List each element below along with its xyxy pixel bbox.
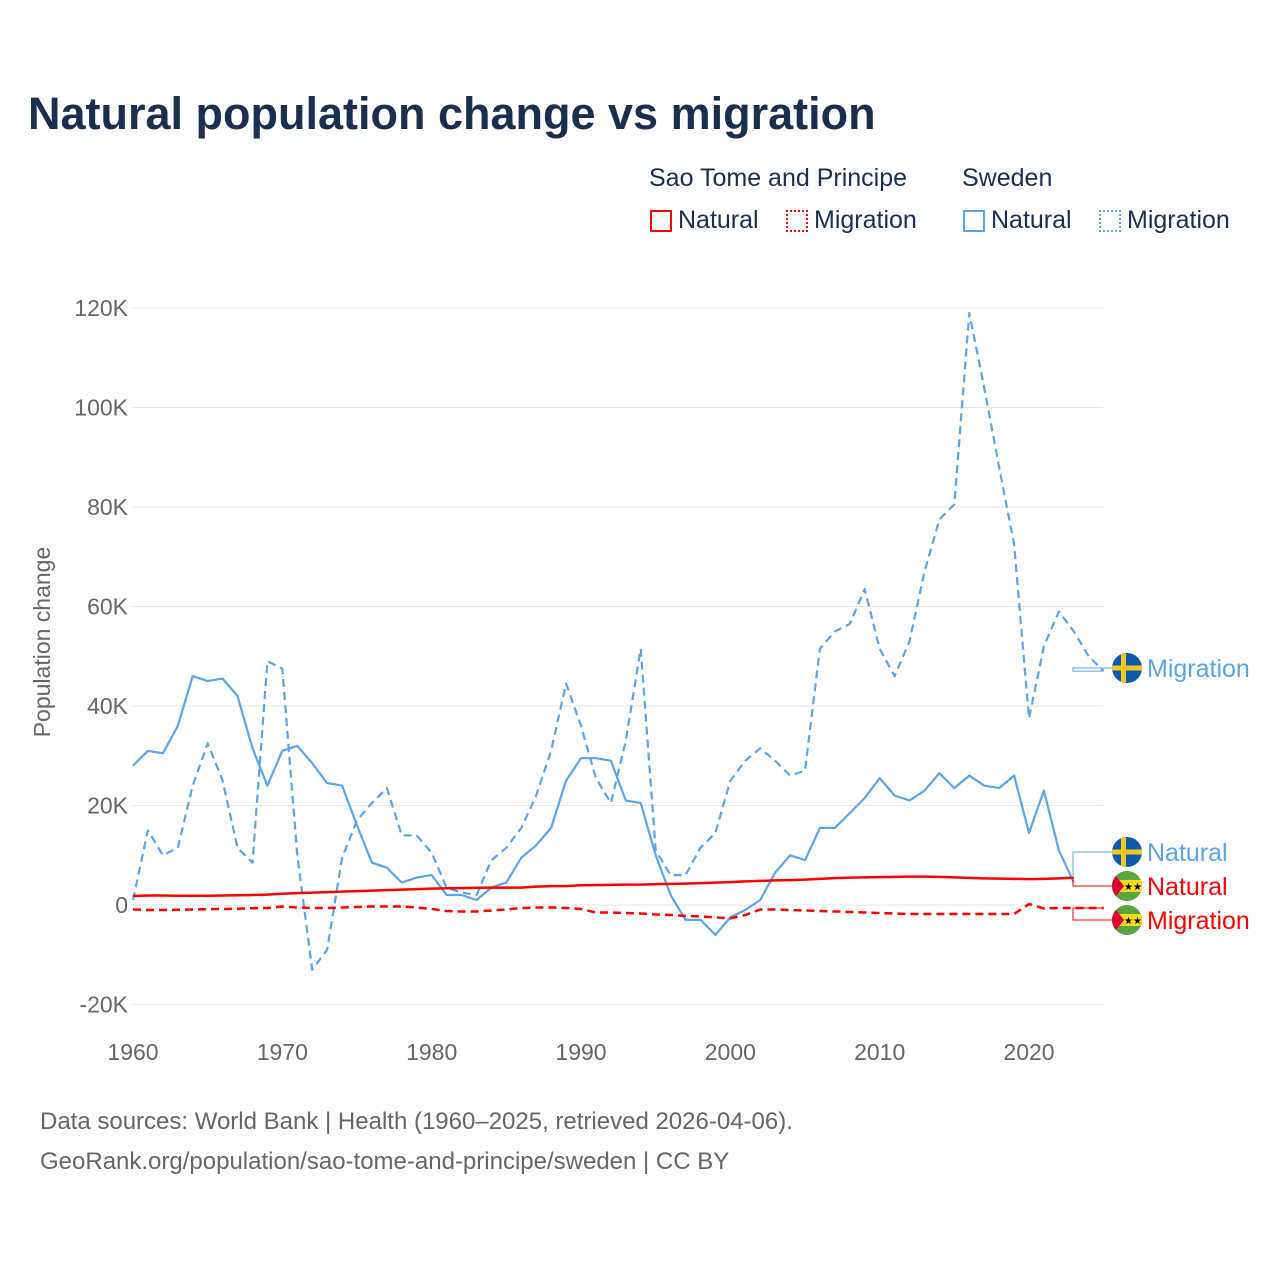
footer-link[interactable]: GeoRank.org/population/sao-tome-and-prin… [40, 1148, 730, 1175]
series-line-sao-tome-and-principe-migration [132, 902, 1104, 920]
legend-swatch [963, 209, 985, 232]
x-tick-label: 2010 [854, 1039, 905, 1065]
svg-text:★★: ★★ [1124, 882, 1142, 893]
legend-stp-natural[interactable]: Natural [650, 206, 759, 235]
y-tick-label: 0 [115, 892, 128, 918]
legend-label: Migration [814, 206, 917, 234]
legend-sweden-natural[interactable]: Natural [963, 206, 1072, 235]
footer-sources: Data sources: World Bank | Health (1960–… [40, 1108, 793, 1135]
end-label: Migration [1147, 907, 1250, 935]
y-tick-label: 120K [74, 295, 128, 321]
x-tick-label: 1990 [555, 1039, 606, 1065]
series-line-sweden-migration [131, 311, 1105, 971]
sao-tome-flag-icon: ★★ [1112, 905, 1142, 935]
label-connector [1072, 667, 1112, 672]
legend-swatch [650, 209, 672, 232]
series-line-sweden-natural [132, 674, 1075, 937]
label-connector [1072, 851, 1112, 884]
sao-tome-flag-icon: ★★ [1112, 871, 1142, 901]
x-tick-label: 1960 [107, 1039, 158, 1065]
end-label: Natural [1147, 839, 1228, 867]
y-axis-label: Population change [29, 547, 55, 738]
y-tick-label: 40K [87, 693, 129, 719]
sweden-flag-icon [1112, 837, 1142, 867]
label-connector [1072, 877, 1112, 887]
end-label: Migration [1147, 655, 1250, 683]
legend-group-stp: Sao Tome and Principe [649, 164, 908, 192]
legend-group-sweden: Sweden [962, 164, 1053, 192]
series-line-sao-tome-and-principe-natural [132, 875, 1074, 898]
x-tick-label: 1970 [257, 1039, 308, 1065]
legend-stp-migration[interactable]: Migration [786, 206, 917, 235]
y-tick-label: 100K [74, 395, 128, 421]
x-tick-label: 2000 [705, 1039, 756, 1065]
sweden-flag-icon [1112, 653, 1142, 683]
end-label: Natural [1147, 873, 1228, 901]
legend-label: Natural [678, 206, 759, 234]
x-tick-label: 2020 [1003, 1039, 1054, 1065]
legend-label: Natural [991, 206, 1072, 234]
svg-text:★★: ★★ [1124, 916, 1142, 927]
legend-label: Migration [1127, 206, 1230, 234]
legend-swatch [1099, 209, 1121, 232]
legend-sweden-migration[interactable]: Migration [1099, 206, 1230, 235]
y-tick-label: 20K [87, 793, 129, 819]
y-tick-label: 80K [87, 494, 129, 520]
legend-swatch [786, 209, 808, 232]
x-tick-label: 1980 [406, 1039, 457, 1065]
y-tick-label: -20K [79, 992, 128, 1018]
y-tick-label: 60K [87, 594, 129, 620]
label-connector [1072, 907, 1112, 921]
chart-title: Natural population change vs migration [28, 88, 876, 139]
